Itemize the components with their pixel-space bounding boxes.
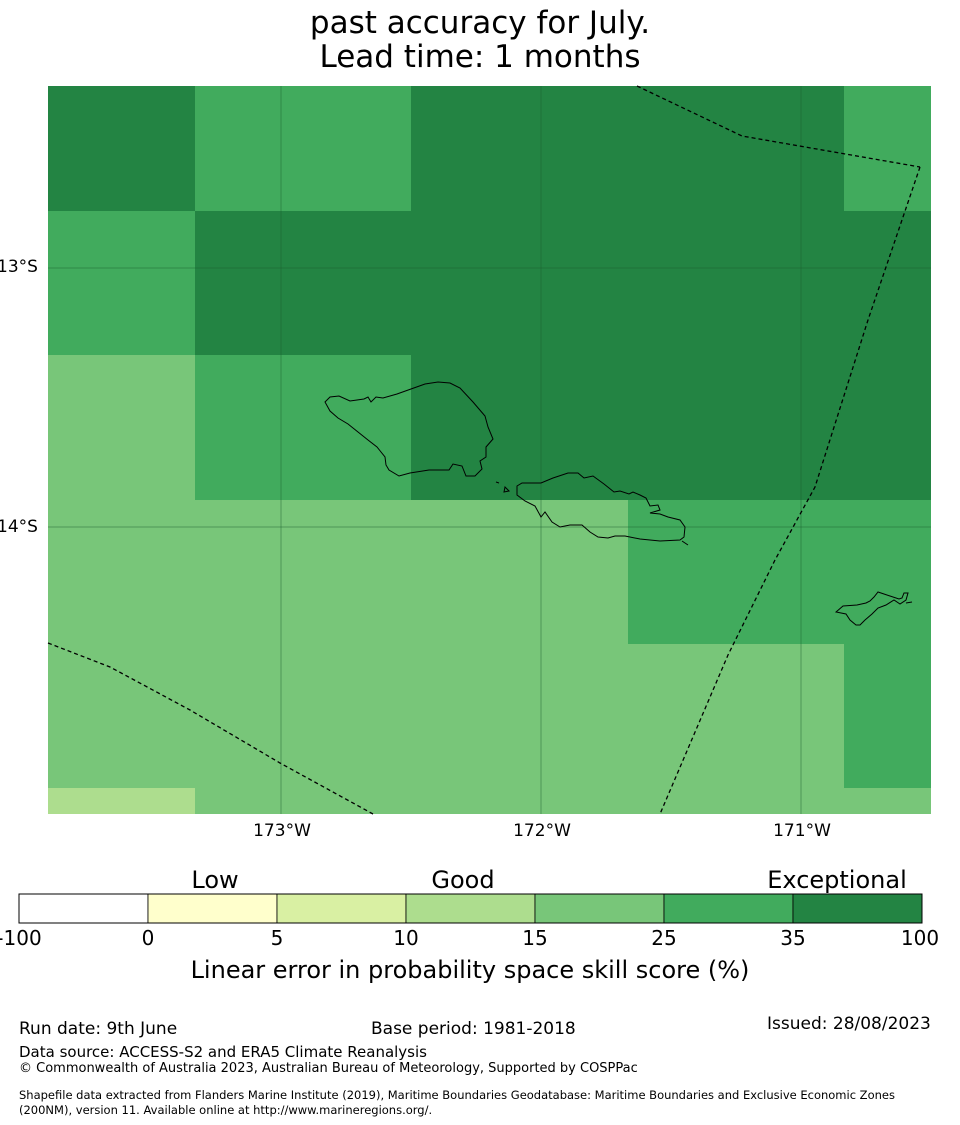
grid-cell <box>195 355 411 500</box>
gridlines <box>48 86 931 814</box>
eez-boundary-north <box>636 85 921 168</box>
base-period: Base period: 1981-2018 <box>371 1019 576 1039</box>
islet <box>905 601 913 604</box>
map-title-line-1: past accuracy for July. <box>309 5 651 41</box>
issued-date: Issued: 28/08/2023 <box>767 1014 931 1034</box>
colorbar-swatch <box>663 893 794 924</box>
grid-cell <box>844 644 931 788</box>
eez-boundaries <box>47 85 921 815</box>
colorbar-swatch <box>147 893 278 924</box>
colorbar-swatches <box>18 893 923 924</box>
colorbar-swatch <box>18 893 149 924</box>
colorbar-swatch <box>405 893 536 924</box>
eez-boundary-southwest <box>47 642 374 815</box>
lon-label-171w: 171°W <box>773 821 831 841</box>
colorbar-category-good: Good <box>431 866 495 894</box>
shapefile-credit-line-1: Shapefile data extracted from Flanders M… <box>19 1088 895 1102</box>
island-upolu <box>516 472 686 542</box>
colorbar-tick: 0 <box>141 926 155 950</box>
colorbar-tick: 100 <box>900 926 940 950</box>
grid-cell <box>628 500 931 644</box>
copyright: © Commonwealth of Australia 2023, Austra… <box>19 1061 638 1076</box>
grid-cell <box>844 86 931 211</box>
grid-cell <box>48 644 844 788</box>
grid-cell <box>48 86 195 211</box>
map-title-line-2: Lead time: 1 months <box>319 39 641 75</box>
run-date: Run date: 9th June <box>19 1019 178 1039</box>
coastlines <box>324 381 913 626</box>
island-upolu-tip <box>681 540 689 546</box>
colorbar-tick: 25 <box>651 926 677 950</box>
colorbar-tick: 35 <box>780 926 806 950</box>
island-savaii <box>324 381 494 477</box>
grid-cell <box>195 788 931 814</box>
islet <box>503 485 511 493</box>
colorbar-frame <box>18 893 923 924</box>
eez-boundary-east <box>659 166 921 815</box>
colorbar-category-low: Low <box>191 866 239 894</box>
colorbar-tick: 10 <box>393 926 419 950</box>
colorbar <box>18 893 923 924</box>
grid-cell <box>48 788 195 814</box>
grid-cell <box>48 355 195 500</box>
island-tutuila <box>834 591 909 626</box>
grid-cell <box>411 86 844 211</box>
grid-cell <box>195 86 411 211</box>
colorbar-tick: 15 <box>522 926 548 950</box>
colorbar-category-exceptional: Exceptional <box>767 866 907 894</box>
colorbar-swatch <box>276 893 407 924</box>
grid-cell <box>195 211 931 355</box>
colorbar-label: Linear error in probability space skill … <box>190 956 750 984</box>
colorbar-swatch <box>792 893 923 924</box>
grid-cell <box>411 355 931 500</box>
shapefile-credit-line-2: (200NM), version 11. Available online at… <box>19 1103 433 1117</box>
colorbar-swatch <box>534 893 665 924</box>
colorbar-tick: -100 <box>0 926 42 950</box>
grid-cell <box>48 500 628 644</box>
data-source: Data source: ACCESS-S2 and ERA5 Climate … <box>19 1043 427 1061</box>
grid-cell <box>48 211 195 355</box>
lon-label-173w: 173°W <box>253 821 311 841</box>
lat-label-13s: 13°S <box>0 257 38 277</box>
skill-grid <box>48 86 931 814</box>
lon-label-172w: 172°W <box>513 821 571 841</box>
colorbar-tick: 5 <box>270 926 284 950</box>
lat-label-14s: 14°S <box>0 517 38 537</box>
islet <box>495 481 500 484</box>
